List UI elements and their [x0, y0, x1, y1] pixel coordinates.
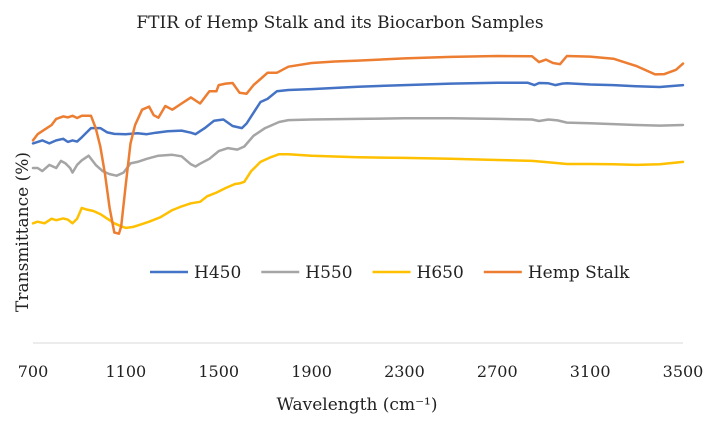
x-tick-label: 3100 [570, 362, 611, 381]
legend-label: H450 [194, 263, 241, 283]
series-line-hemp-stalk [31, 54, 685, 235]
series-layer [31, 54, 685, 235]
legend-label: H550 [305, 263, 352, 283]
legend-item: H550 [261, 263, 353, 283]
x-tick-label: 1100 [105, 362, 146, 381]
legend: H450 H550 H650 Hemp Stalk [150, 263, 630, 283]
legend-item: Hemp Stalk [483, 263, 630, 283]
x-tick-label: 2300 [384, 362, 425, 381]
x-tick-labels: 700 1100 1500 1900 2300 2700 3100 3500 [18, 362, 704, 381]
legend-item: H650 [372, 263, 464, 283]
series-line-h650 [31, 152, 685, 230]
legend-label: H650 [417, 263, 464, 283]
legend-label: Hemp Stalk [528, 263, 630, 283]
x-axis-label: Wavelength (cm⁻¹) [276, 395, 437, 415]
legend-item: H450 [150, 263, 241, 283]
x-tick-label: 1500 [198, 362, 239, 381]
x-tick-label: 3500 [663, 362, 704, 381]
series-line-h450 [31, 81, 685, 145]
y-axis-label: Transmittance (%) [13, 152, 33, 312]
x-tick-label: 2700 [477, 362, 518, 381]
chart-title: FTIR of Hemp Stalk and its Biocarbon Sam… [136, 13, 543, 33]
series-line-h550 [31, 117, 685, 177]
x-tick-label: 1900 [291, 362, 332, 381]
x-tick-label: 700 [18, 362, 49, 381]
